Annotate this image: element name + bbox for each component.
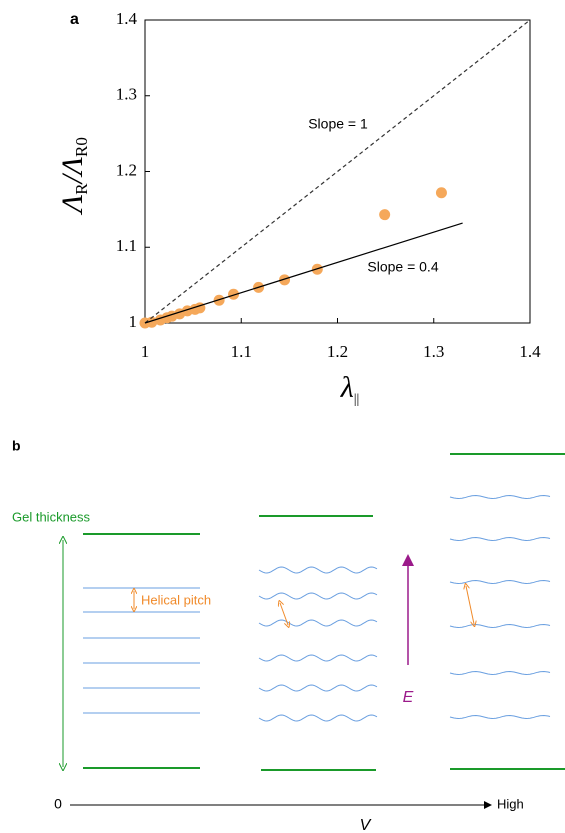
y-label-part: R0 [72,137,91,157]
annotation: Slope = 1 [308,116,368,132]
x-axis-label: λ|| [340,371,360,407]
straight-layers [83,587,200,714]
line [144,19,531,324]
point [435,187,447,199]
field-label: E [403,689,414,706]
wavy-layer [258,619,378,627]
gel-boundaries [83,453,565,771]
x-label-part: λ [340,371,354,404]
wavy-layer [258,592,378,600]
axis-label: V [360,817,372,833]
axis-start: 0 [54,796,62,812]
wavy-layer [449,579,551,585]
x-tick-label: 1.2 [327,342,348,361]
y-tick-label: 1 [129,312,138,331]
x-tick-label: 1.4 [519,342,541,361]
y-tick-label: 1.1 [116,236,137,255]
y-axis-label: ΛR/ΛR0 [56,137,91,216]
diagram-b: b Gel thickness Helical pitch E 0 High V [12,438,565,833]
wavy-layer [449,536,551,542]
gel-thickness-label: Gel thickness [12,509,91,524]
wavy-layer [258,566,378,574]
pitch-arrow [466,586,474,624]
wavy-layer [449,494,551,500]
line [144,222,463,324]
x-label-part: || [354,392,360,407]
y-label-part: /Λ [56,157,89,185]
wavy-layer [449,623,551,629]
panel-label: b [12,438,21,454]
y-tick-label: 1.3 [116,85,137,104]
pitch-arrow [280,603,288,625]
wavy-layers [258,494,551,722]
axis-end: High [497,796,524,811]
y-tick-label: 1.4 [116,9,138,28]
point [379,209,391,221]
wavy-layer [258,654,378,662]
y-label-part: Λ [56,195,89,216]
chart-a: 1 1.1 1.2 1.3 1.4 1 1.1 1.2 1.3 1.4 a λ|| ΛR/ΛR0 Slop… [56,9,541,407]
x-tick-label: 1 [141,342,150,361]
annotation: Slope = 0.4 [367,259,438,275]
wavy-layer [449,670,551,676]
helical-pitch-label: Helical pitch [141,592,211,607]
y-label-part: R [72,183,91,195]
y-tick-label: 1.2 [116,160,137,179]
wavy-layer [258,684,378,692]
panel-label: a [70,11,79,28]
x-tick-label: 1.3 [423,342,444,361]
point [228,288,240,300]
wavy-layer [258,714,378,722]
point [279,274,291,286]
x-tick-label: 1.1 [231,342,252,361]
wavy-layer [449,714,551,720]
